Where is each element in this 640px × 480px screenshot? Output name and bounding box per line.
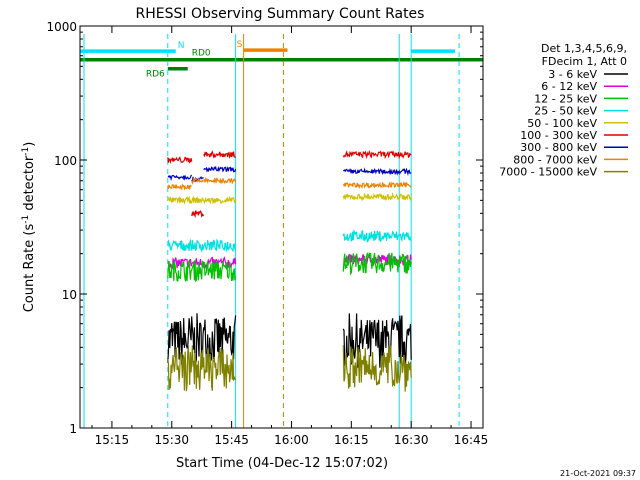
flag-label-rd6: RD6	[146, 70, 165, 80]
x-tick-label-4: 16:15	[334, 433, 369, 447]
footer-date: 21-Oct-2021 09:37	[560, 469, 636, 478]
y-tick-label-1: 10	[62, 288, 77, 302]
legend-label-1: 6 - 12 keV	[541, 80, 597, 93]
x-tick-label-1: 15:30	[154, 433, 189, 447]
flag-bars: N S RD0 RD6	[80, 40, 483, 80]
legend-label-7: 800 - 7000 keV	[513, 153, 597, 166]
x-axis-label: Start Time (04-Dec-12 15:07:02)	[176, 456, 388, 471]
series-line-8	[167, 345, 412, 392]
series-line-4	[167, 192, 412, 205]
data-series	[167, 149, 412, 392]
y-tick-label-2: 100	[54, 154, 77, 168]
axis-ticks: 15:15 15:30 15:45 16:00 16:15 16:30 16:45 1 10 10…	[46, 20, 488, 447]
series-line-5	[167, 149, 412, 219]
x-tick-label-0: 15:15	[95, 433, 130, 447]
series-line-3	[167, 229, 412, 253]
plot-frame	[79, 25, 484, 429]
y-axis-label: Count Rate (s-1 detector-1)	[21, 142, 37, 313]
legend-label-4: 50 - 100 keV	[527, 117, 597, 130]
flag-label-s: S	[237, 40, 243, 50]
flag-label-n: N	[178, 41, 185, 51]
x-tick-label-2: 15:45	[214, 433, 249, 447]
x-tick-label-3: 16:00	[274, 433, 309, 447]
flag-label-rd0: RD0	[192, 49, 211, 59]
chart-title: RHESSI Observing Summary Count Rates	[136, 6, 425, 22]
legend-label-0: 3 - 6 keV	[548, 68, 597, 81]
legend-label-5: 100 - 300 keV	[520, 129, 597, 142]
legend-label-8: 7000 - 15000 keV	[499, 166, 597, 179]
legend-label-3: 25 - 50 keV	[534, 105, 597, 118]
y-tick-label-0: 1	[69, 422, 77, 436]
legend-header-1: FDecim 1, Att 0	[542, 55, 627, 68]
legend-label-2: 12 - 25 keV	[534, 92, 597, 105]
legend-header-0: Det 1,3,4,5,6,9,	[541, 42, 627, 55]
x-tick-label-5: 16:30	[394, 433, 429, 447]
x-tick-label-6: 16:45	[454, 433, 489, 447]
y-tick-label-3: 1000	[46, 20, 77, 34]
legend-label-6: 300 - 800 keV	[520, 141, 597, 154]
series-line-2	[167, 251, 412, 283]
series-line-7	[167, 176, 412, 191]
legend: Det 1,3,4,5,6,9,FDecim 1, Att 03 - 6 keV…	[499, 42, 628, 179]
vertical-markers	[83, 34, 460, 428]
